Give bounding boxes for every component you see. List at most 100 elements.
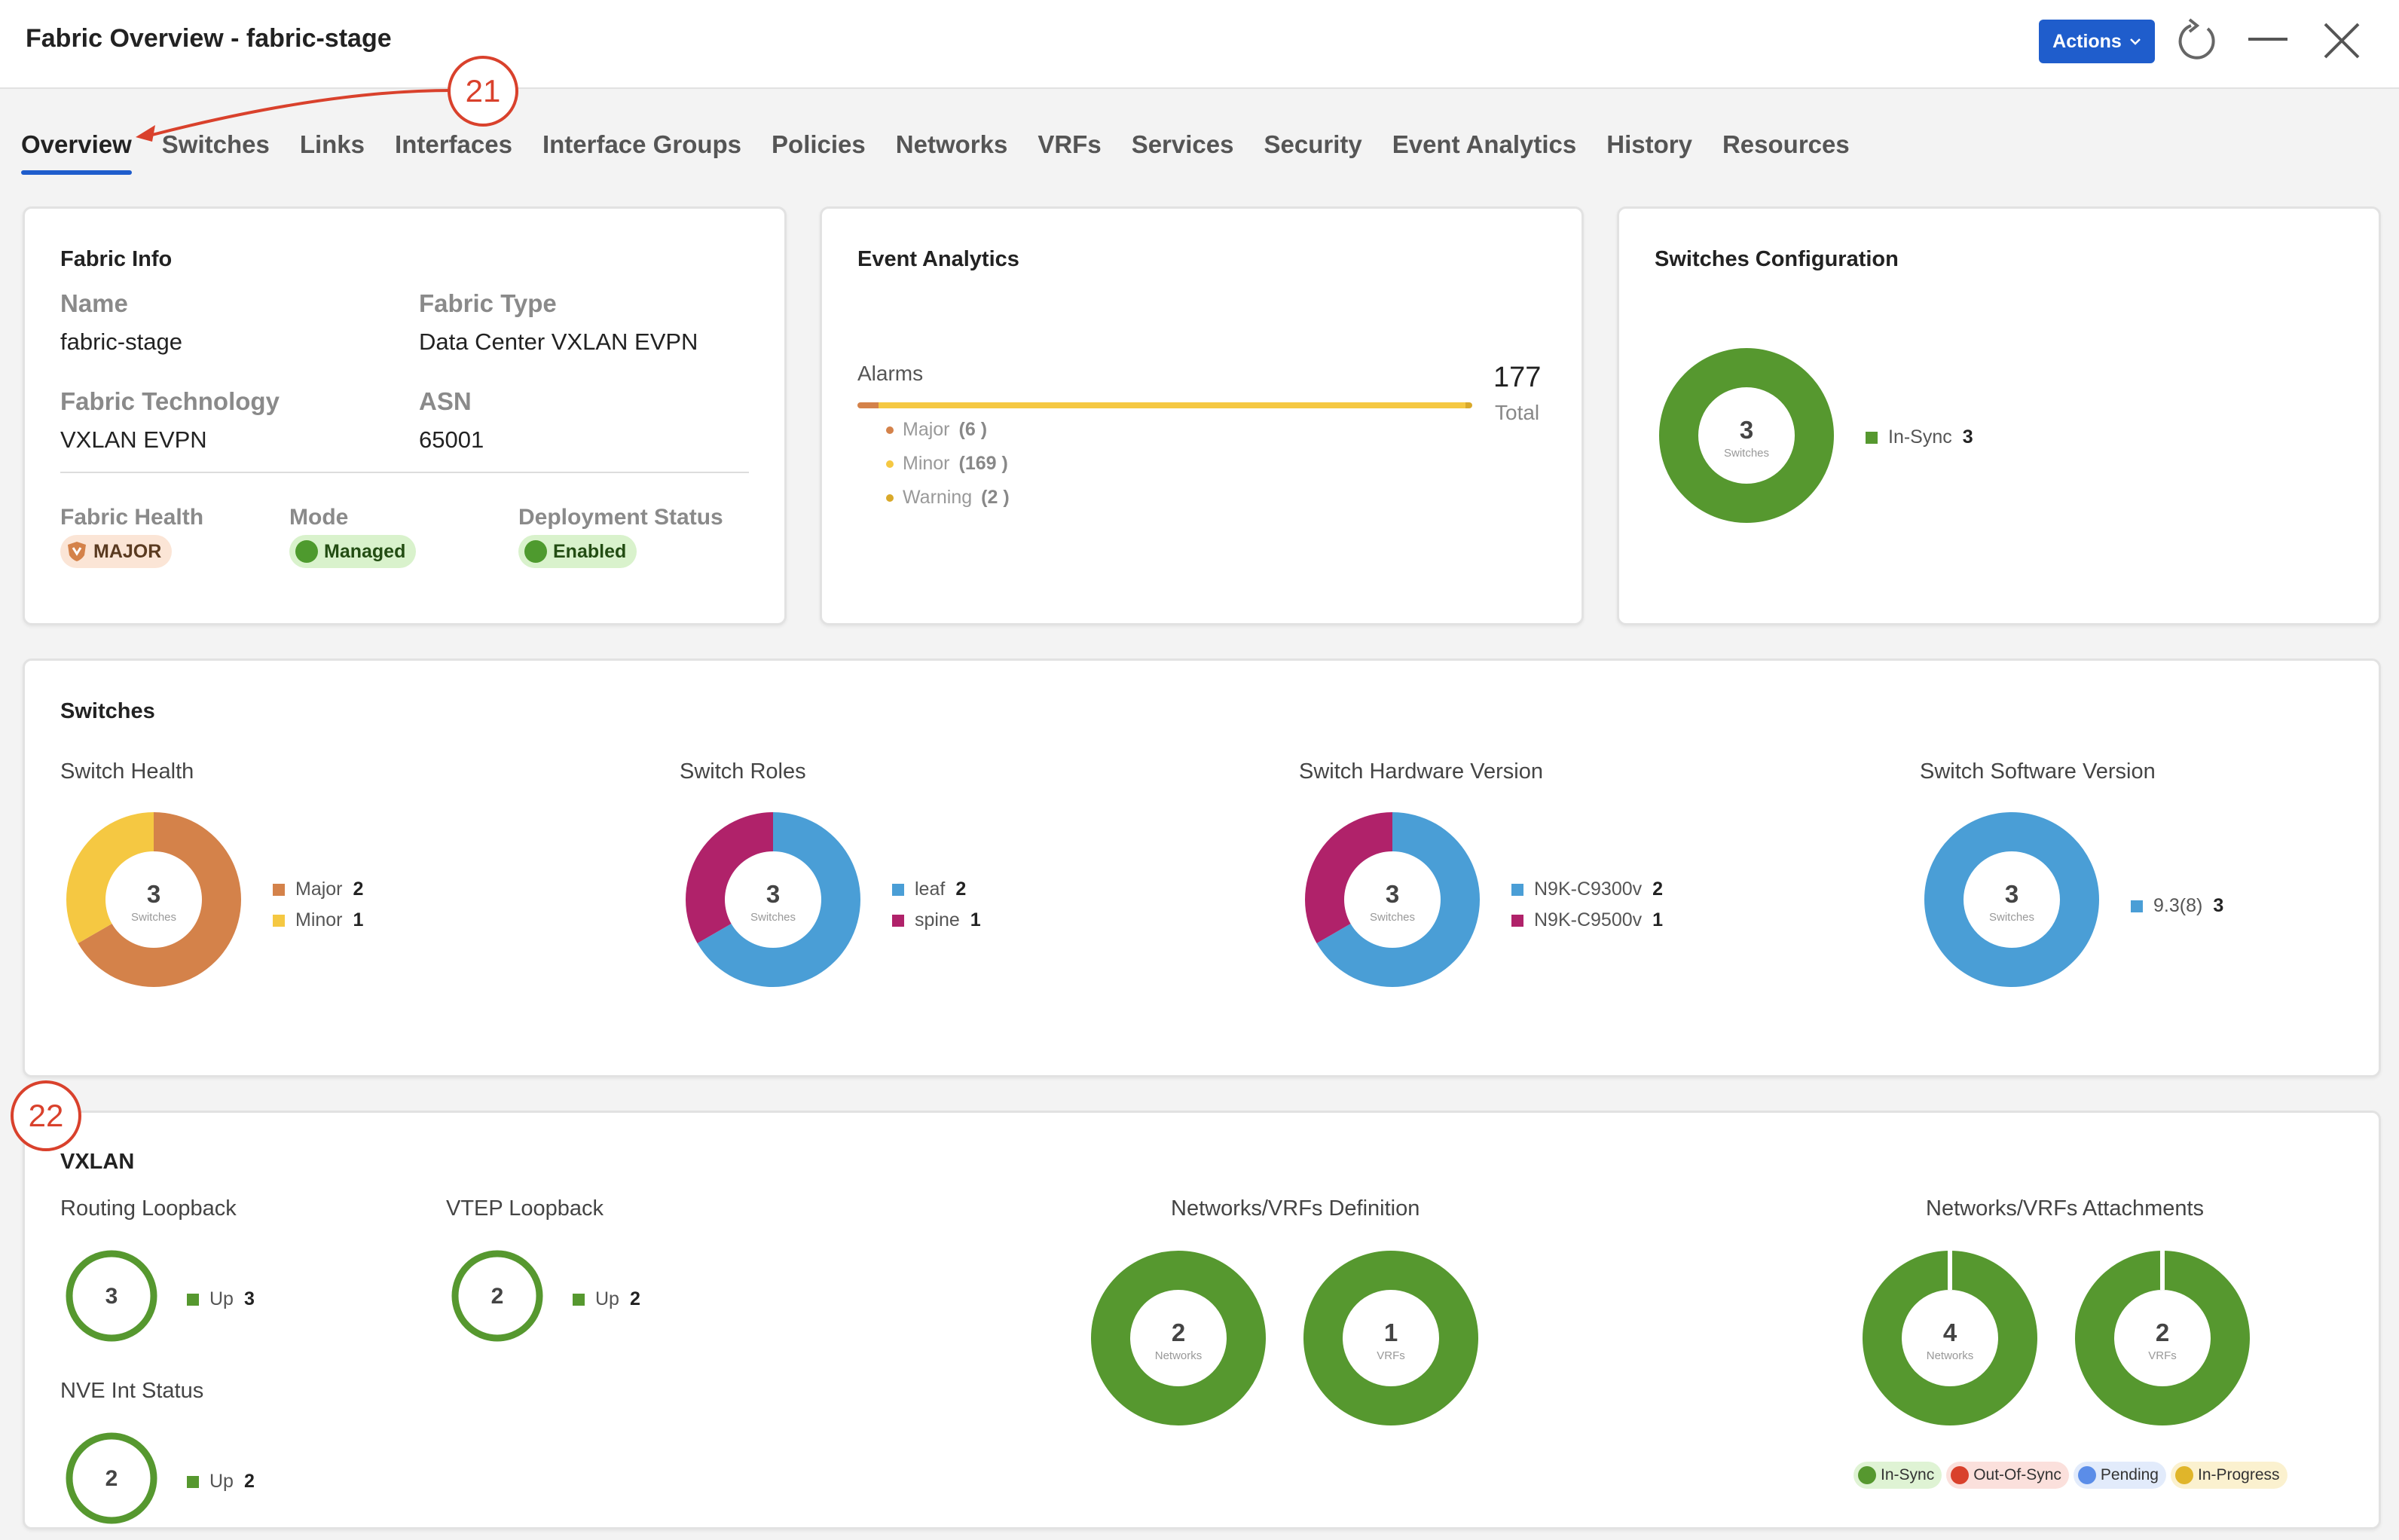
legend-count: 2 [353,878,364,900]
donut-segment[interactable] [1316,812,1480,987]
donut-segment[interactable] [1659,348,1834,523]
tab-event-analytics[interactable]: Event Analytics [1392,130,1577,158]
switches-config-donut: 3 Switches [1658,347,1835,528]
legend-count: 3 [1962,426,1973,448]
alarm-legend-item[interactable]: Major (6 ) [886,419,1010,441]
tab-resources[interactable]: Resources [1722,130,1850,158]
legend-label: Minor [295,909,343,930]
tab-services[interactable]: Services [1131,130,1234,158]
event-analytics-title: Event Analytics [857,247,1019,271]
alarms-total-value: 177 [1493,362,1542,393]
vtep-loopback-title: VTEP Loopback [446,1196,604,1221]
status-pill-label: Pending [2100,1466,2159,1483]
status-ring[interactable] [66,1250,157,1342]
legend-swatch [273,883,285,896]
donut-center-label: VRFs [1377,1349,1405,1362]
fabric-tech-label: Fabric Technology [60,387,280,415]
switch-roles-legend: leaf 2 spine 1 [892,878,981,931]
tab-policies[interactable]: Policies [772,130,866,158]
switch-software-title: Switch Software Version [1920,759,2156,784]
tab-history[interactable]: History [1606,130,1692,158]
status-dot-icon [2077,1466,2096,1484]
alarm-legend-item[interactable]: Warning (2 ) [886,487,1010,509]
switches-config-title: Switches Configuration [1655,247,1899,271]
networks-vrfs-attachments-title: Networks/VRFs Attachments [1926,1196,2205,1221]
tab-interface-groups[interactable]: Interface Groups [542,130,742,158]
donut-segment[interactable] [1924,812,2099,987]
attachment-status-legend: In-Sync Out-Of-Sync Pending In-Progress [1853,1462,2287,1489]
donut-center-label: VRFs [2148,1349,2177,1362]
switch-hardware-title: Switch Hardware Version [1299,759,1543,784]
donut-center-label: Networks [1927,1349,1974,1362]
legend-swatch [187,1293,199,1306]
deployment-status-value: Enabled [553,540,627,562]
switch-roles-title: Switch Roles [680,759,806,784]
alarm-legend-count: (169 ) [958,453,1008,474]
legend-item: spine 1 [892,909,981,931]
legend-count: 1 [1652,909,1664,930]
donut-center-value: 1 [1384,1318,1398,1346]
donut-center-value: 3 [2005,880,2019,908]
alarm-legend-item[interactable]: Minor (169 ) [886,453,1010,475]
donut-segment[interactable] [78,812,242,987]
donut-center-value: 2 [1172,1318,1185,1346]
donut-segment[interactable] [1091,1251,1266,1425]
refresh-icon[interactable] [2174,18,2220,63]
close-icon[interactable] [2321,20,2363,62]
switch-health-legend: Major 2 Minor 1 [273,878,363,931]
fabric-tech-value: VXLAN EVPN [60,426,207,453]
mode-badge: Managed [289,535,417,568]
status-pill-label: Out-Of-Sync [1973,1466,2061,1483]
actions-label: Actions [2052,30,2122,52]
fabric-health-badge: MAJOR [60,535,173,568]
status-pill-in-sync: In-Sync [1853,1462,1942,1489]
donut-center-label: Switches [1989,911,2034,924]
status-ring[interactable] [451,1250,543,1342]
status-pill-label: In-Sync [1881,1466,1935,1483]
status-ring[interactable] [66,1432,157,1524]
donut-segment[interactable] [1303,1251,1478,1425]
attachments-networks-donut: 4 Networks [1861,1249,2039,1431]
alarm-bar-segment-minor [878,402,1465,408]
tab-overview[interactable]: Overview [21,127,132,175]
status-pill-in-progress: In-Progress [2170,1462,2287,1489]
vxlan-card [23,1111,2381,1529]
ring-value: 3 [105,1284,118,1309]
legend-dot [886,426,894,434]
tab-vrfs[interactable]: VRFs [1038,130,1102,158]
tab-links[interactable]: Links [299,130,365,158]
donut-segment[interactable] [1305,812,1392,943]
legend-dot [886,460,894,468]
donut-center-value: 2 [2156,1318,2169,1346]
mode-value: Managed [324,540,406,562]
routing-loopback-ring: 3 [65,1249,158,1346]
tab-bar: Overview Switches Links Interfaces Interface… [21,127,1850,179]
legend-item: 9.3(8) 3 [2131,895,2223,917]
alarm-bar-segment-warning [1465,402,1472,408]
switch-software-donut: 3 Switches [1923,811,2101,992]
legend-count: 2 [243,1471,255,1492]
switch-health-donut: 3 Switches [65,811,243,992]
status-dot-icon [295,540,318,563]
legend-label: 9.3(8) [2153,895,2203,916]
minimize-icon[interactable] [2248,38,2287,41]
legend-label: Up [209,1471,234,1492]
attachments-vrfs-donut: 2 VRFs [2074,1249,2251,1431]
alarm-legend-count: (6 ) [958,419,988,440]
tab-interfaces[interactable]: Interfaces [395,130,512,158]
donut-segment[interactable] [66,812,154,943]
donut-segment[interactable] [697,812,860,987]
divider [60,472,749,473]
deployment-status-label: Deployment Status [518,505,723,530]
legend-label: Up [209,1288,234,1309]
alarms-bar [857,402,1472,408]
switch-hardware-donut: 3 Switches [1303,811,1481,992]
actions-button[interactable]: Actions [2039,20,2155,63]
donut-segment[interactable] [686,812,773,943]
tab-switches[interactable]: Switches [161,130,270,158]
tab-security[interactable]: Security [1264,130,1362,158]
legend-count: 2 [1652,878,1664,900]
tab-networks[interactable]: Networks [895,130,1008,158]
alarms-label: Alarms [857,362,924,385]
callout-21: 21 [448,56,518,127]
